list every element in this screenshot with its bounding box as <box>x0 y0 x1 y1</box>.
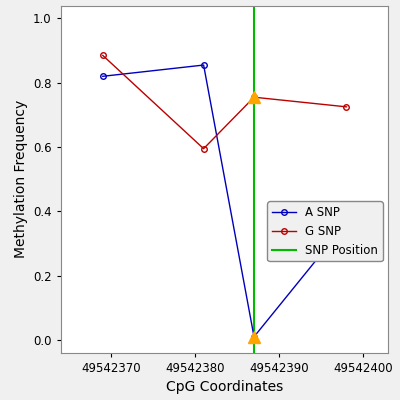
Y-axis label: Methylation Frequency: Methylation Frequency <box>14 100 28 258</box>
G SNP <box>252 95 256 100</box>
Line: G SNP: G SNP <box>100 53 349 152</box>
G SNP <box>201 146 206 151</box>
A SNP <box>201 63 206 68</box>
Line: A SNP: A SNP <box>100 62 257 340</box>
A SNP <box>252 334 256 339</box>
G SNP <box>344 104 349 109</box>
X-axis label: CpG Coordinates: CpG Coordinates <box>166 380 283 394</box>
A SNP <box>100 74 105 79</box>
G SNP <box>100 53 105 58</box>
Legend: A SNP, G SNP, SNP Position: A SNP, G SNP, SNP Position <box>267 201 382 262</box>
